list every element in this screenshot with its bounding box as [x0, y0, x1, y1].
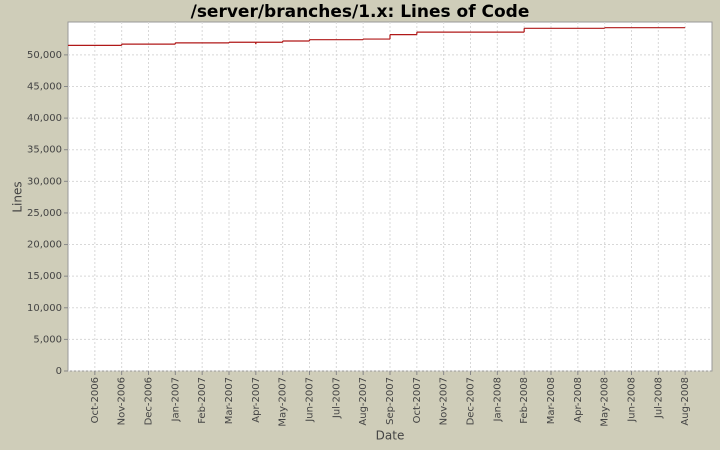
y-tick-label: 0	[56, 366, 62, 377]
y-tick-label: 25,000	[27, 208, 62, 219]
x-tick-label: Apr-2007	[251, 377, 262, 423]
x-tick-label: Apr-2008	[573, 377, 584, 423]
y-axis-label: Lines	[11, 181, 25, 212]
x-tick-label: Aug-2008	[680, 377, 691, 426]
x-tick-label: Jun-2007	[305, 377, 316, 423]
x-tick-label: Mar-2007	[224, 377, 235, 424]
y-tick-label: 45,000	[27, 81, 62, 92]
x-tick-label: Feb-2007	[197, 377, 208, 424]
x-tick-label: Dec-2006	[144, 377, 155, 425]
y-tick-label: 40,000	[27, 113, 62, 124]
y-tick-label: 50,000	[27, 50, 62, 61]
x-tick-label: Oct-2006	[90, 377, 101, 423]
x-tick-label: May-2007	[278, 377, 289, 427]
x-tick-label: Sep-2007	[385, 377, 396, 425]
y-tick-label: 5,000	[33, 334, 62, 345]
x-tick-label: Jan-2007	[170, 377, 181, 422]
x-tick-label: Jul-2007	[331, 377, 342, 419]
y-tick-label: 35,000	[27, 145, 62, 156]
plot-area	[67, 21, 713, 372]
x-tick-label: Jan-2008	[492, 377, 503, 422]
x-tick-label: Aug-2007	[358, 377, 369, 426]
x-tick-label: Nov-2007	[439, 377, 450, 425]
y-tick-label: 10,000	[27, 303, 62, 314]
x-tick-label: Feb-2008	[519, 377, 530, 424]
y-tick-label: 30,000	[27, 176, 62, 187]
y-tick-label: 15,000	[27, 271, 62, 282]
x-tick-label: Dec-2007	[466, 377, 477, 425]
x-tick-label: May-2008	[600, 377, 611, 427]
y-tick-label: 20,000	[27, 240, 62, 251]
x-axis-label: Date	[376, 429, 405, 443]
x-tick-label: Jun-2008	[627, 377, 638, 423]
x-tick-label: Oct-2007	[412, 377, 423, 423]
x-tick-label: Nov-2006	[117, 377, 128, 425]
chart-title: /server/branches/1.x: Lines of Code	[191, 2, 530, 22]
x-tick-label: Jul-2008	[653, 377, 664, 419]
x-tick-label: Mar-2008	[546, 377, 557, 424]
